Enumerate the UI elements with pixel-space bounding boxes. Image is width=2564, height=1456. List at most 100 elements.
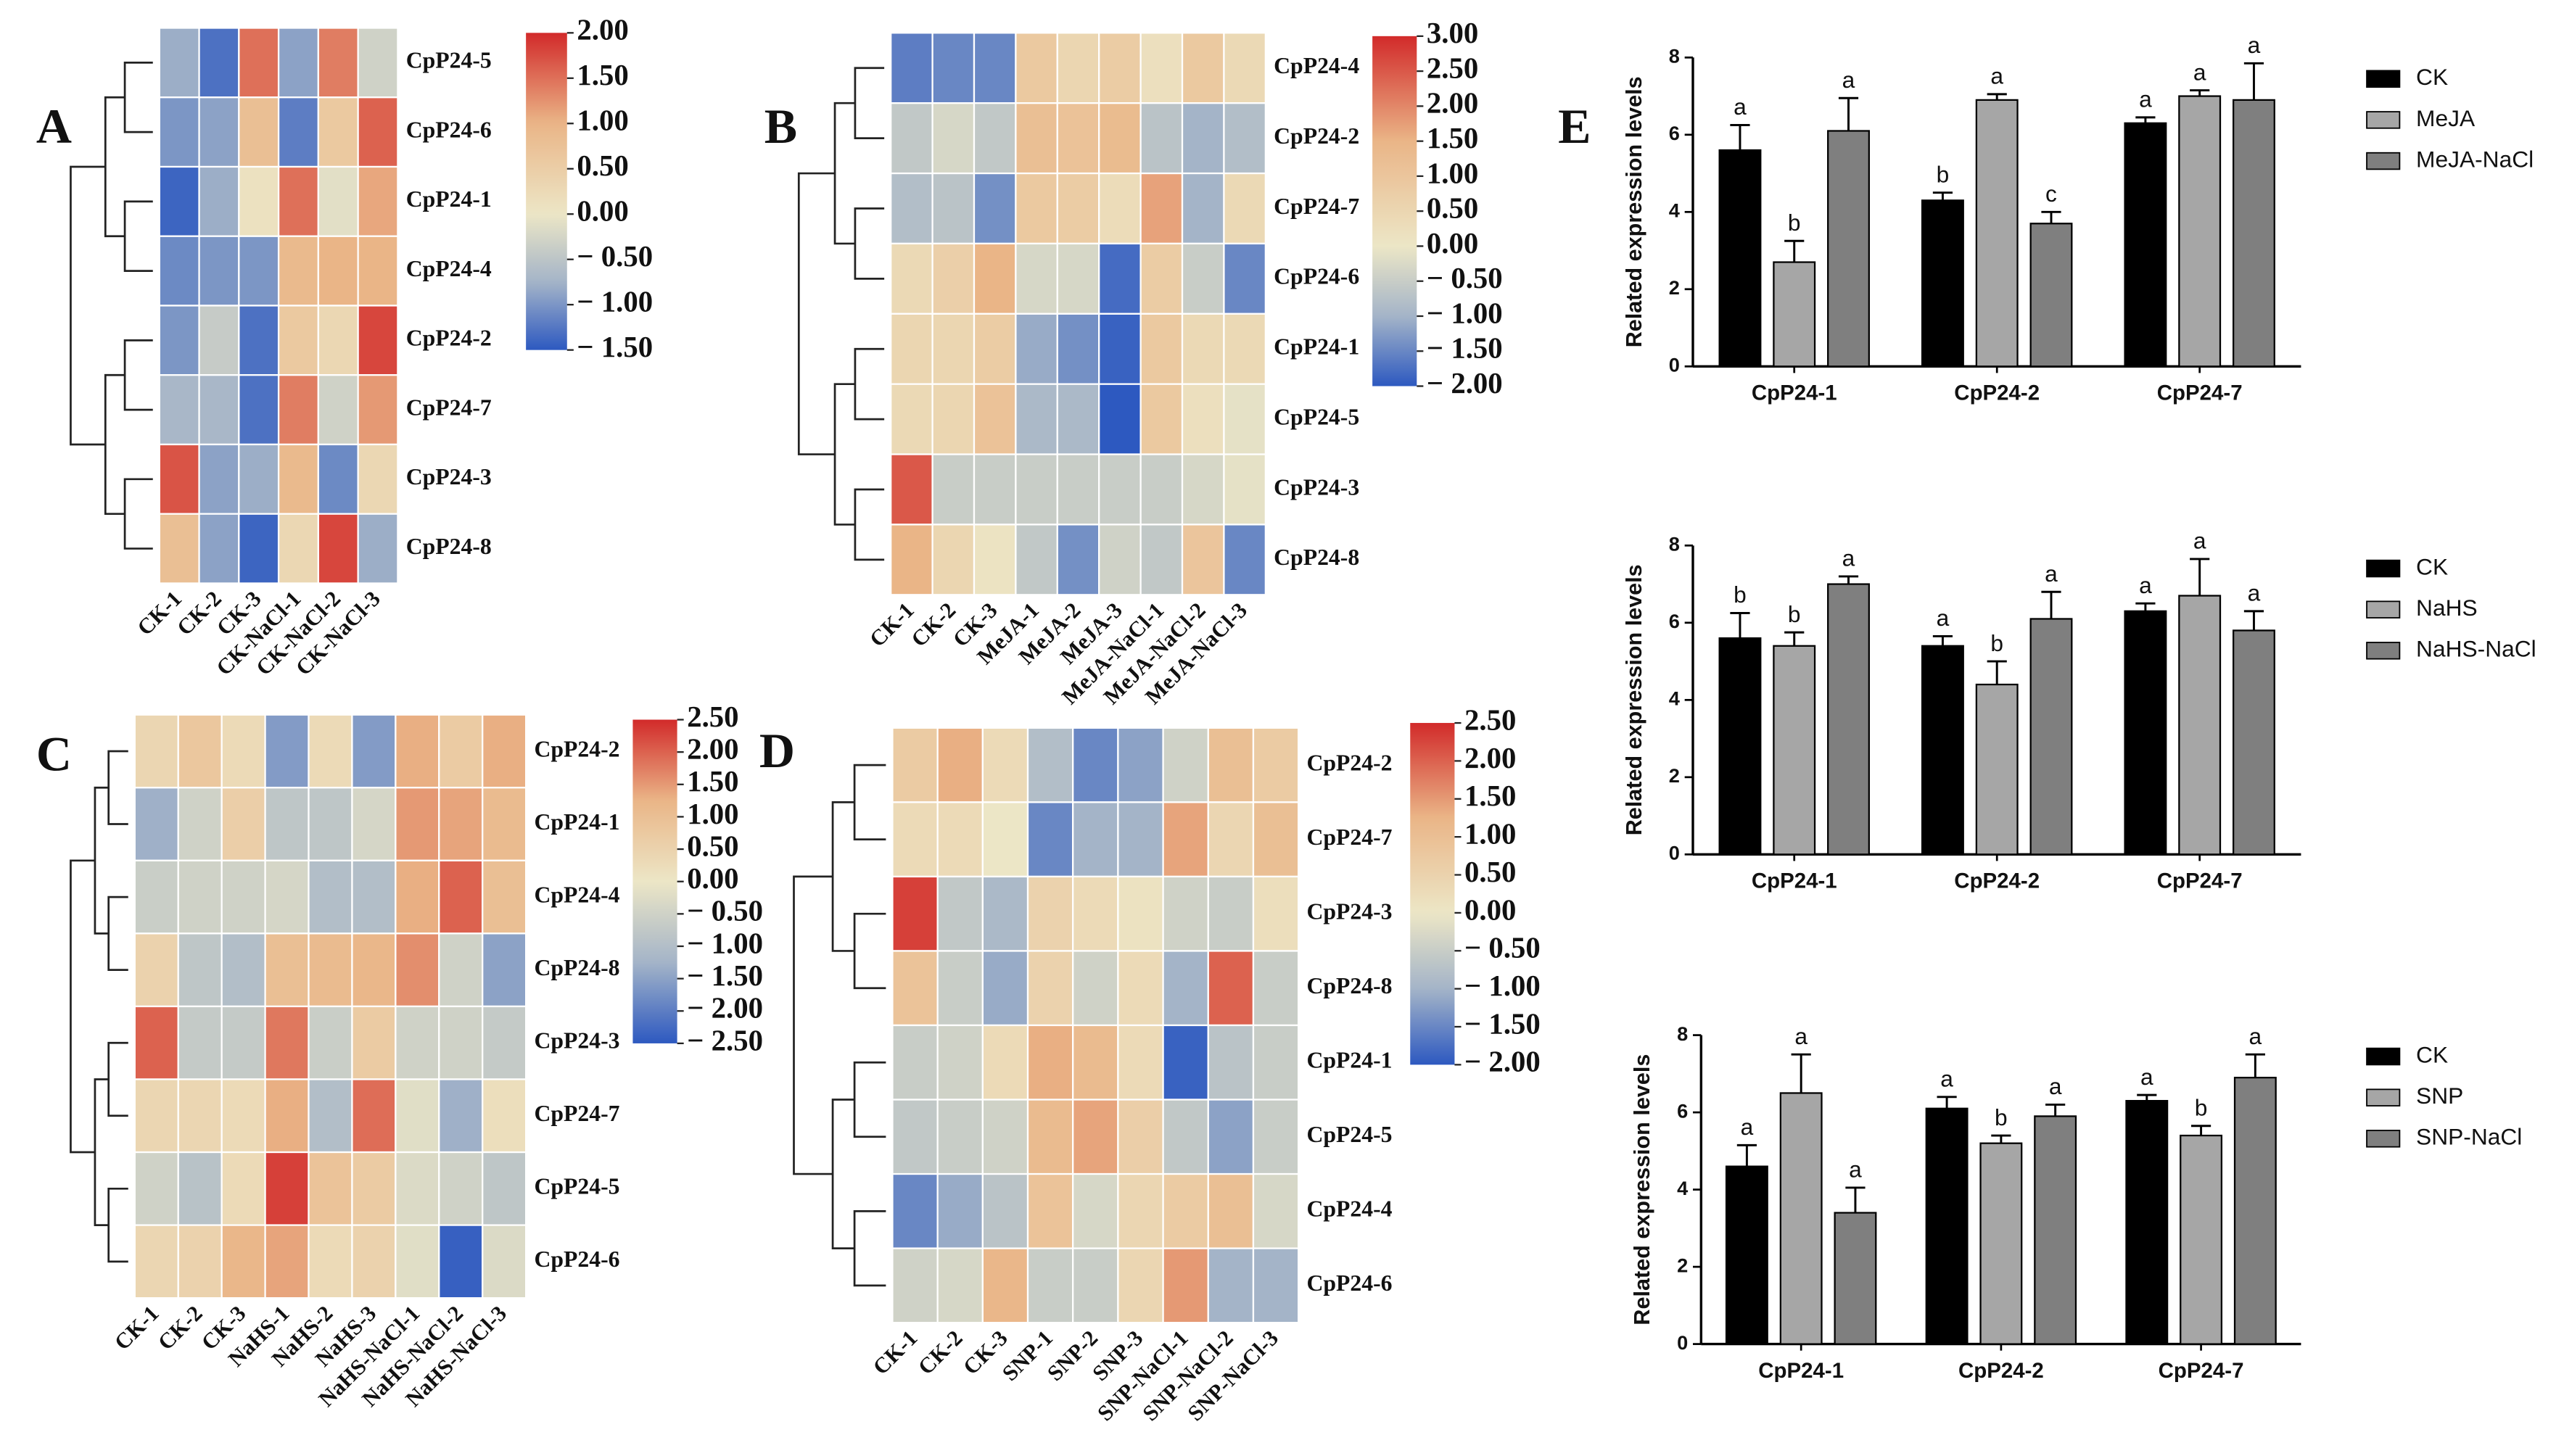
heat-cell	[891, 1099, 939, 1175]
error-bar	[1791, 1053, 1811, 1093]
column-label: CK-1	[110, 1301, 163, 1354]
y-tick-label: 2	[1669, 276, 1680, 299]
heat-cell	[351, 787, 397, 861]
heat-cell	[891, 801, 939, 878]
heat-cell	[1026, 1247, 1074, 1324]
y-tick-label: 0	[1669, 842, 1680, 864]
heat-cell	[220, 1078, 266, 1154]
row-label: CpP24-8	[1274, 545, 1359, 570]
heat-cell	[482, 1078, 527, 1154]
column-label: SNP-2	[1042, 1325, 1102, 1386]
legend-swatch	[2366, 70, 2401, 88]
colorbar-tick-label: − 1.00	[1464, 969, 1541, 1002]
heat-cell	[351, 1005, 397, 1080]
heat-cell	[1056, 172, 1100, 245]
colorbar-tick-label: 1.00	[577, 104, 628, 137]
heat-cell	[277, 374, 319, 446]
heat-cell	[351, 1078, 397, 1154]
heat-cell	[981, 1099, 1029, 1175]
dendrogram-branch	[854, 207, 885, 280]
heat-cell	[1117, 1172, 1164, 1249]
heat-cell	[482, 1224, 527, 1299]
dendrogram-branch	[831, 1099, 855, 1249]
heat-cell	[1252, 1099, 1300, 1175]
heat-cell	[1056, 383, 1100, 455]
y-tick-label: 0	[1677, 1331, 1688, 1354]
heat-cell	[395, 713, 440, 789]
heat-cell	[238, 96, 280, 168]
heat-cell	[931, 453, 976, 526]
colorbar-tick-label: 0.50	[1464, 856, 1516, 888]
bar	[2178, 595, 2222, 856]
heat-cell	[1015, 383, 1058, 455]
heat-cell	[1162, 950, 1209, 1027]
heat-cell	[177, 713, 223, 789]
heat-cell	[238, 513, 280, 584]
heat-cell	[357, 443, 399, 515]
y-tick-label: 6	[1677, 1099, 1688, 1122]
significance-letter: b	[1937, 161, 1950, 187]
heat-cell	[238, 305, 280, 376]
y-tick-label: 2	[1669, 764, 1680, 787]
heat-cell	[1015, 32, 1058, 104]
significance-letter: a	[2248, 32, 2261, 58]
heat-cell	[981, 1172, 1029, 1249]
column-label: CK-1	[868, 1325, 922, 1379]
colorbar-tick-label: 2.00	[1427, 87, 1478, 120]
heat-cell	[1223, 242, 1266, 315]
heat-cell	[1139, 242, 1184, 315]
column-label: SNP-1	[997, 1325, 1058, 1386]
heat-cell	[1072, 1024, 1119, 1101]
dendrogram-branch	[94, 1078, 109, 1226]
heat-cell	[482, 1005, 527, 1080]
heat-cell	[395, 1078, 440, 1154]
colorbar-tick-label: − 1.50	[577, 331, 653, 363]
bar	[2029, 223, 2073, 368]
error-bar	[1730, 124, 1750, 151]
bar	[1725, 1165, 1768, 1345]
heat-cell	[317, 443, 359, 515]
heat-cell	[890, 32, 933, 104]
y-tick-label: 4	[1669, 199, 1680, 222]
heat-cell	[891, 727, 939, 803]
colorbar-tick-label: − 0.50	[687, 895, 763, 927]
heat-cell	[890, 383, 933, 455]
heat-cell	[1098, 383, 1142, 455]
heat-cell	[264, 859, 310, 935]
row-label: CpP24-5	[534, 1174, 619, 1199]
row-label: CpP24-5	[1306, 1122, 1392, 1147]
row-label: CpP24-2	[1306, 750, 1392, 775]
heat-cell	[1098, 172, 1142, 245]
row-label: CpP24-2	[534, 736, 619, 761]
heat-cell	[438, 859, 484, 935]
bar	[1979, 1142, 2023, 1345]
bar	[2233, 629, 2275, 856]
x-tick-label: CpP24-7	[2157, 869, 2243, 893]
legend-label: SNP	[2416, 1083, 2463, 1109]
colorbar	[1410, 723, 1455, 1065]
heat-cell	[973, 242, 1017, 315]
heat-cell	[438, 1005, 484, 1080]
row-label: CpP24-6	[1306, 1270, 1392, 1296]
significance-letter: a	[1842, 545, 1855, 571]
heat-cell	[1223, 172, 1266, 245]
heat-cell	[357, 374, 399, 446]
heat-cell	[1207, 875, 1255, 952]
heat-cell	[1117, 727, 1164, 803]
heat-cell	[220, 713, 266, 789]
colorbar-tick-label: 1.50	[577, 59, 628, 91]
heat-cell	[264, 1224, 310, 1299]
colorbar-tick-label: − 1.00	[1427, 297, 1503, 329]
x-tick-label: CpP24-7	[2157, 381, 2243, 405]
colorbar-tick-label: 3.00	[1427, 17, 1478, 49]
dendrogram-branch	[797, 172, 836, 455]
heat-cell	[133, 1151, 179, 1226]
colorbar-tick-label: 0.50	[687, 830, 738, 862]
significance-letter: c	[2045, 181, 2057, 207]
heat-cell	[1117, 1247, 1164, 1324]
heat-cell	[357, 27, 399, 99]
heat-cell	[1056, 102, 1100, 175]
dendrogram-branch	[854, 347, 885, 421]
heat-cell	[973, 102, 1017, 175]
y-axis-label: Related expression levels	[1622, 76, 1646, 347]
